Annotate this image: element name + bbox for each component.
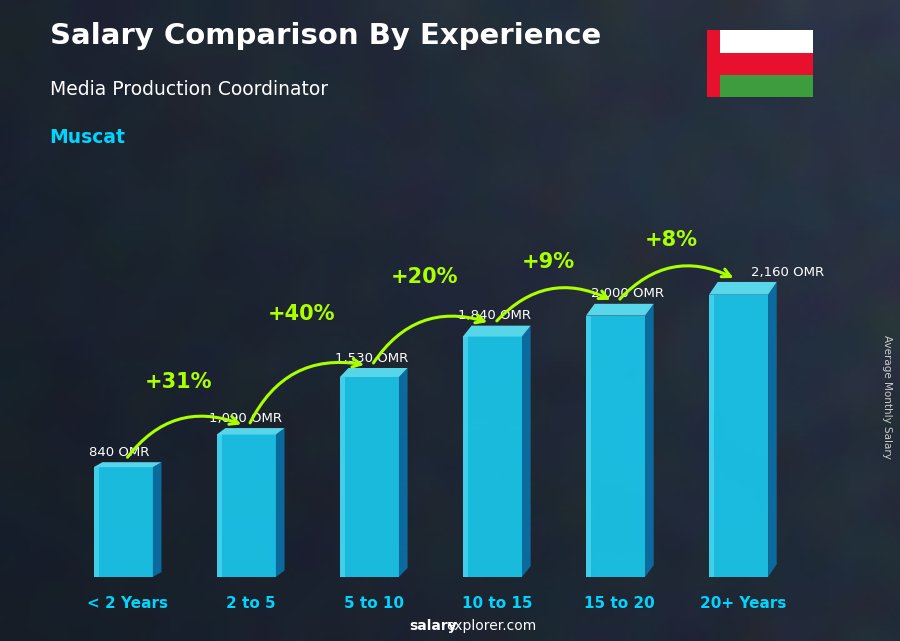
Polygon shape [463, 337, 468, 577]
FancyBboxPatch shape [706, 30, 813, 97]
Polygon shape [217, 435, 276, 577]
Text: salary: salary [410, 619, 457, 633]
Polygon shape [463, 326, 531, 337]
Polygon shape [709, 295, 768, 577]
Text: Muscat: Muscat [50, 128, 125, 147]
Polygon shape [586, 304, 653, 315]
Polygon shape [94, 462, 161, 467]
Polygon shape [768, 282, 777, 577]
Text: 5 to 10: 5 to 10 [344, 595, 404, 611]
Polygon shape [586, 315, 645, 577]
Polygon shape [94, 467, 153, 577]
Polygon shape [94, 467, 99, 577]
Bar [706, 30, 720, 97]
Text: +9%: +9% [521, 252, 574, 272]
Text: 840 OMR: 840 OMR [89, 445, 149, 459]
Polygon shape [709, 295, 714, 577]
Text: +40%: +40% [268, 304, 336, 324]
Text: +20%: +20% [391, 267, 458, 287]
Polygon shape [217, 428, 284, 435]
Polygon shape [340, 368, 408, 377]
Polygon shape [153, 462, 161, 577]
Text: 1,090 OMR: 1,090 OMR [210, 412, 283, 425]
Polygon shape [463, 337, 522, 577]
Polygon shape [586, 315, 591, 577]
Polygon shape [340, 377, 399, 577]
Bar [720, 53, 813, 75]
Text: < 2 Years: < 2 Years [87, 595, 168, 611]
Text: Media Production Coordinator: Media Production Coordinator [50, 80, 328, 99]
Text: 1,840 OMR: 1,840 OMR [458, 309, 531, 322]
Polygon shape [709, 282, 777, 295]
Text: 2,000 OMR: 2,000 OMR [591, 287, 664, 301]
Text: 20+ Years: 20+ Years [699, 595, 786, 611]
Text: Salary Comparison By Experience: Salary Comparison By Experience [50, 22, 601, 51]
Polygon shape [340, 377, 345, 577]
Polygon shape [399, 368, 408, 577]
Text: 15 to 20: 15 to 20 [584, 595, 655, 611]
Polygon shape [276, 428, 284, 577]
Bar [720, 75, 813, 97]
Text: +31%: +31% [145, 372, 212, 392]
Text: 2,160 OMR: 2,160 OMR [751, 265, 824, 279]
Bar [720, 30, 813, 53]
Text: +8%: +8% [644, 230, 698, 250]
Text: explorer.com: explorer.com [446, 619, 536, 633]
Text: 2 to 5: 2 to 5 [226, 595, 275, 611]
Polygon shape [645, 304, 653, 577]
Polygon shape [522, 326, 531, 577]
Text: Average Monthly Salary: Average Monthly Salary [881, 335, 892, 460]
Polygon shape [217, 435, 221, 577]
Text: 10 to 15: 10 to 15 [462, 595, 532, 611]
Text: 1,530 OMR: 1,530 OMR [335, 351, 409, 365]
